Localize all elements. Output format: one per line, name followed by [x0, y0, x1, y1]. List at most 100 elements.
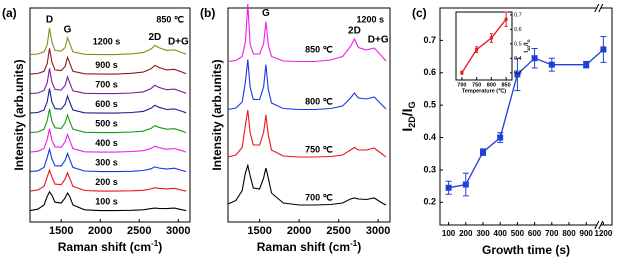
y-axis-label-part: G — [407, 101, 417, 108]
data-point — [475, 48, 479, 52]
axis-break-mark — [598, 3, 604, 13]
series-line — [227, 3, 387, 63]
y-tick-label: 0.3 — [423, 164, 436, 174]
y-tick-label: 0.4 — [514, 56, 522, 62]
x-tick-label: 300 — [476, 229, 490, 238]
data-point — [504, 17, 508, 21]
x-tick-label: 100 — [442, 229, 456, 238]
data-point — [497, 134, 504, 141]
series-line — [29, 168, 187, 192]
data-point — [480, 149, 486, 156]
series-label: 900 s — [95, 60, 118, 70]
x-tick-label: 200 — [459, 229, 473, 238]
plot-frame — [29, 7, 191, 223]
peak-label: D+G — [368, 35, 389, 46]
y-tick-label: 0.2 — [423, 197, 436, 207]
x-tick-label: 1500 — [247, 225, 271, 237]
y-tick-label: 0.7 — [423, 35, 436, 45]
data-point — [531, 55, 538, 62]
x-tick-label: 3000 — [166, 225, 190, 237]
data-point — [460, 71, 464, 75]
x-tick-label: 2500 — [127, 225, 151, 237]
x-axis-label-part: ) — [357, 240, 361, 254]
y-axis-label-part: I — [524, 51, 530, 53]
y-tick-label: 0.4 — [423, 132, 436, 142]
y-axis-label-part: I — [399, 128, 415, 132]
axis-break-mark — [594, 220, 600, 230]
series-line — [227, 59, 387, 111]
x-tick-label: 3000 — [366, 225, 390, 237]
data-point — [600, 46, 607, 53]
panel-label: (b) — [200, 6, 215, 20]
series-label: 200 s — [95, 177, 118, 187]
panel-label: (a) — [2, 6, 17, 20]
peak-label: 2D — [148, 32, 161, 43]
y-tick-label: 0.6 — [514, 27, 522, 33]
plot-frame — [439, 7, 613, 226]
series-line — [461, 18, 507, 74]
x-tick-label: 400 — [494, 229, 508, 238]
x-axis-label-part: -1 — [151, 239, 159, 248]
x-axis-label-part: Raman shift (cm — [58, 240, 151, 254]
x-axis-label-part: -1 — [350, 239, 358, 248]
series-line — [227, 163, 387, 206]
peak-label: G — [262, 8, 270, 19]
y-axis-label-part: 2D — [526, 46, 531, 51]
series-label: 600 s — [95, 99, 118, 109]
data-point — [489, 36, 493, 40]
x-tick-label: 900 — [580, 229, 594, 238]
x-tick-label: 700 — [545, 229, 559, 238]
y-axis-label-part: G — [526, 39, 531, 42]
x-tick-label: 2000 — [88, 225, 112, 237]
peak-label: D — [244, 0, 251, 2]
y-tick-label: 0.7 — [514, 12, 522, 18]
series-label: 1200 s — [93, 36, 121, 46]
series-label: 850 ℃ — [305, 44, 333, 54]
x-tick-label: 500 — [511, 229, 525, 238]
peak-label: G — [64, 24, 72, 35]
condition-note: 1200 s — [356, 14, 384, 24]
axis-break-gap — [596, 5, 601, 11]
peak-label: D — [46, 15, 53, 26]
series-line — [29, 27, 187, 56]
x-axis-label: Temperature (℃) — [462, 87, 506, 94]
panel-label: (c) — [412, 6, 427, 20]
y-axis-label: Intensity (arb.units) — [12, 59, 26, 170]
x-axis-label: Raman shift (cm-1) — [257, 239, 361, 255]
series-line — [29, 48, 187, 75]
y-tick-label: 0.5 — [514, 41, 522, 47]
series-line — [29, 128, 187, 153]
data-point — [462, 181, 469, 188]
peak-label: D+G — [168, 36, 189, 47]
plot-frame — [227, 7, 391, 223]
series-label: 700 ℃ — [305, 192, 333, 202]
series-label: 500 s — [95, 118, 118, 128]
condition-note: 850 ℃ — [156, 14, 184, 24]
y-tick-label: 0.3 — [514, 70, 522, 76]
x-tick-label: 750 — [472, 82, 481, 88]
peak-label: 2D — [348, 26, 361, 37]
x-tick-label: 1200 — [595, 229, 613, 238]
x-tick-label: 800 — [562, 229, 576, 238]
x-tick-label: 800 — [487, 82, 496, 88]
axis-break-mark — [598, 220, 604, 230]
x-tick-label: 850 — [502, 82, 511, 88]
x-axis-label-part: ) — [158, 240, 162, 254]
x-tick-label: 700 — [457, 82, 466, 88]
series-line — [29, 190, 187, 212]
y-axis-label-part: /I — [524, 42, 530, 46]
y-tick-label: 0.5 — [423, 100, 436, 110]
data-point — [583, 61, 590, 68]
series-label: 100 s — [95, 196, 118, 206]
y-axis-label: Intensity (arb.units) — [210, 59, 224, 170]
series-line — [227, 109, 387, 158]
data-point — [445, 184, 452, 191]
x-axis-label: Growth time (s) — [482, 243, 570, 257]
x-tick-label: 2000 — [287, 225, 311, 237]
series-label: 700 s — [95, 79, 118, 89]
axis-break-mark — [594, 3, 600, 13]
plot-frame — [455, 11, 513, 81]
y-axis-label-part: 2D — [407, 116, 417, 128]
x-axis-label: Raman shift (cm-1) — [58, 239, 162, 255]
